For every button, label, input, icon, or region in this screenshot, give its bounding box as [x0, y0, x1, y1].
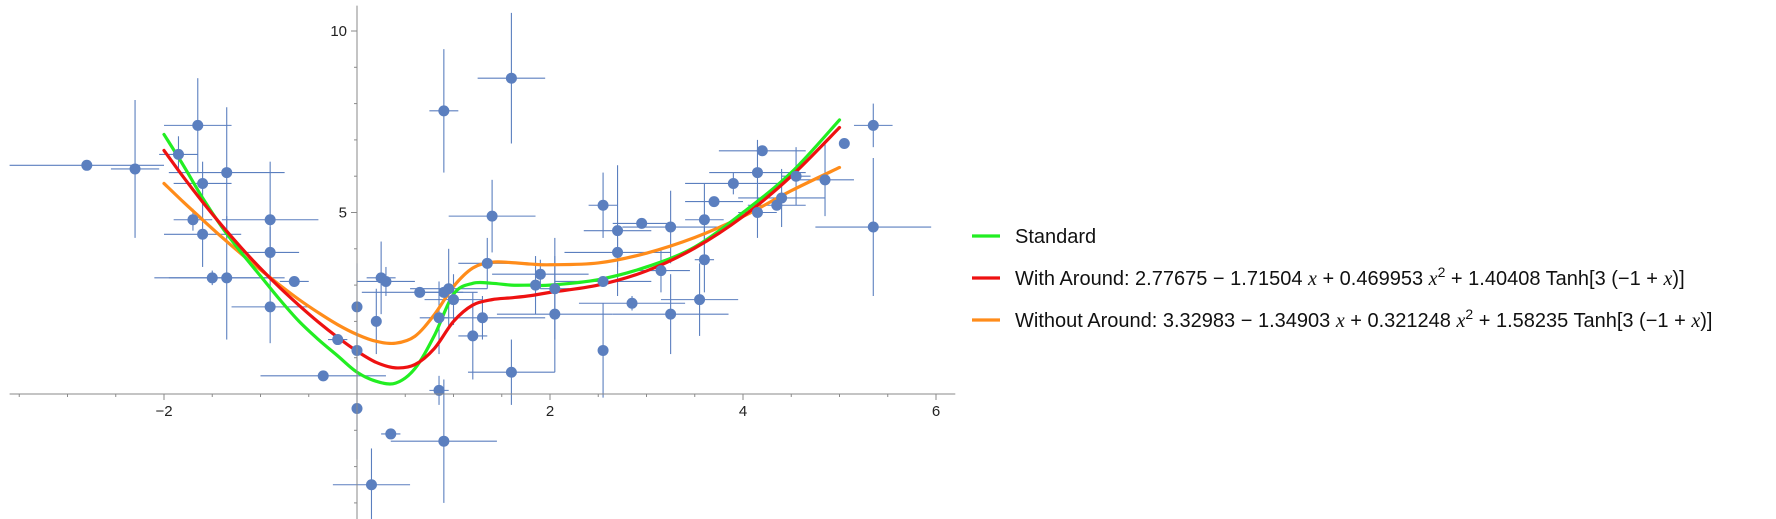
data-point: [476, 312, 488, 324]
data-point: [365, 479, 377, 491]
data-point: [534, 268, 546, 280]
data-point: [486, 210, 498, 222]
data-point: [698, 254, 710, 266]
data-point: [438, 435, 450, 447]
x-tick-label: 6: [932, 403, 940, 420]
data-point: [776, 192, 788, 204]
standard-curve: [162, 118, 842, 386]
fit-curves-layer: [162, 118, 842, 386]
data-point: [751, 207, 763, 218]
data-point: [505, 72, 517, 84]
data-point: [221, 167, 233, 179]
data-point: [867, 221, 879, 233]
data-point: [385, 428, 397, 440]
data-point: [655, 265, 667, 277]
data-point: [438, 105, 450, 117]
data-point: [751, 167, 763, 179]
with-around-curve: [162, 125, 842, 370]
data-point: [380, 275, 392, 287]
data-point: [197, 228, 209, 240]
data-point: [467, 330, 479, 342]
data-point: [172, 148, 184, 160]
data-point: [206, 272, 218, 284]
data-point: [838, 138, 850, 150]
data-point: [505, 366, 517, 378]
data-point: [264, 214, 276, 226]
data-point: [636, 217, 648, 229]
error-bars-layer: [9, 12, 932, 519]
data-point: [597, 199, 609, 211]
data-point: [612, 246, 624, 258]
data-point: [317, 370, 329, 382]
data-point: [433, 312, 445, 324]
data-point: [81, 159, 93, 171]
data-point: [332, 334, 344, 346]
data-point: [597, 344, 609, 356]
data-point: [187, 214, 199, 226]
data-point: [129, 163, 141, 175]
data-point: [790, 170, 802, 182]
data-point: [433, 384, 445, 396]
without-around-curve: [162, 165, 842, 346]
data-point: [438, 286, 450, 298]
axes-layer: −2 2 4 6 5 10: [9, 5, 956, 519]
legend: Standard With Around: 2.77675 − 1.71504 x…: [972, 226, 1712, 332]
data-point: [756, 145, 768, 157]
data-point: [819, 174, 831, 186]
data-points-layer: [81, 72, 879, 491]
data-point: [264, 246, 276, 258]
x-tick-label: −2: [155, 403, 172, 420]
data-point: [694, 294, 706, 306]
data-point: [197, 177, 209, 189]
data-point: [549, 308, 561, 320]
data-point: [370, 315, 382, 327]
data-point: [549, 283, 561, 295]
legend-label-standard: Standard: [1015, 226, 1096, 248]
data-point: [665, 308, 677, 320]
data-point: [727, 177, 739, 189]
data-point: [221, 272, 233, 284]
data-point: [448, 294, 459, 306]
data-point: [612, 225, 624, 237]
data-point: [698, 214, 710, 226]
data-point: [867, 119, 879, 131]
y-tick-label: 10: [330, 23, 347, 40]
data-point: [597, 275, 609, 287]
data-point: [192, 119, 204, 131]
data-point: [288, 275, 300, 287]
data-point: [665, 221, 677, 233]
legend-label-without-around: Without Around: 3.32983 − 1.34903 x + 0.…: [1015, 306, 1712, 332]
legend-label-with-around: With Around: 2.77675 − 1.71504 x + 0.469…: [1015, 264, 1685, 290]
data-point: [530, 279, 542, 291]
y-tick-label: 5: [339, 205, 347, 222]
data-point: [481, 257, 493, 269]
x-tick-label: 2: [546, 403, 554, 420]
data-point: [626, 297, 638, 309]
x-tick-label: 4: [739, 403, 747, 420]
data-point: [414, 286, 426, 298]
data-point: [264, 301, 276, 313]
data-point: [708, 196, 720, 208]
